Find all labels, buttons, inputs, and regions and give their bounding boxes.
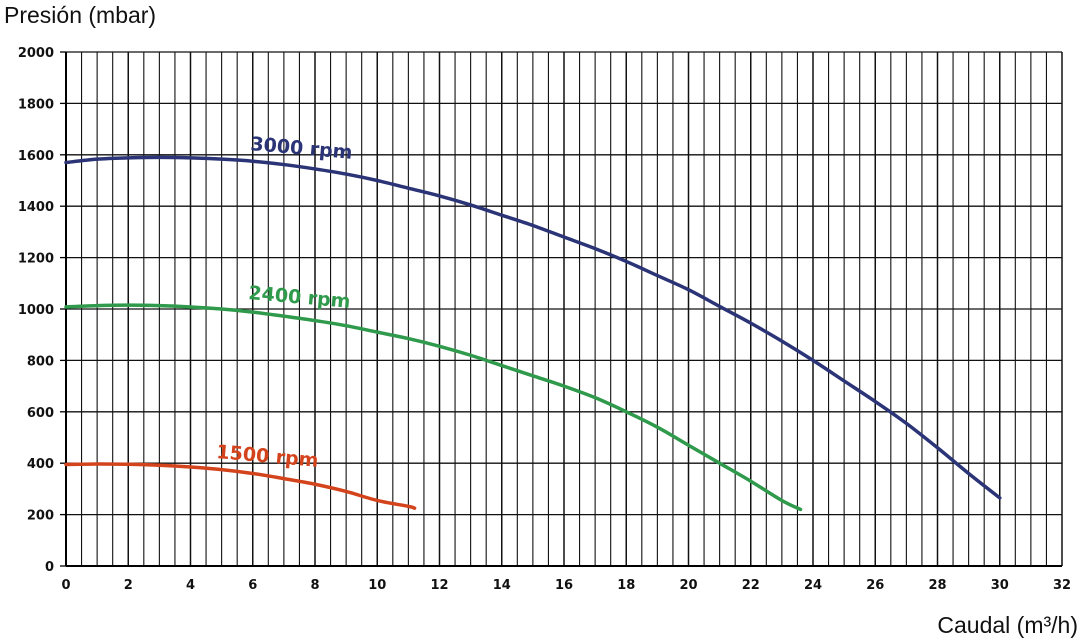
x-axis-title: Caudal (m³/h) (937, 612, 1078, 638)
y-tick-label: 200 (27, 509, 54, 524)
y-tick-label: 800 (27, 354, 54, 369)
x-tick-label: 26 (866, 578, 884, 593)
x-tick-label: 14 (493, 578, 511, 593)
series-labels: 3000 rpm 2400 rpm 1500 rpm (216, 133, 354, 472)
x-tick-label: 4 (186, 578, 195, 593)
series-label-3000-rpm: 3000 rpm (250, 133, 354, 164)
x-tick-label: 18 (617, 578, 635, 593)
y-tick-label: 1800 (18, 97, 54, 112)
x-tick-label: 20 (679, 578, 697, 593)
y-tick-label: 1000 (18, 303, 54, 318)
series-line-1500-rpm (64, 462, 417, 510)
x-tick-label: 10 (368, 578, 386, 593)
y-tick-label: 400 (27, 457, 54, 472)
axes (60, 51, 1062, 567)
series-label-2400-rpm: 2400 rpm (248, 282, 352, 313)
y-tick-label: 1400 (18, 200, 54, 215)
series-label-1500-rpm: 1500 rpm (216, 441, 320, 472)
x-tick-label: 32 (1053, 578, 1071, 593)
x-tick-label: 8 (310, 578, 319, 593)
series-line-2400-rpm (64, 303, 803, 512)
x-tick-label: 30 (991, 578, 1009, 593)
x-tick-label: 24 (804, 578, 822, 593)
x-tick-label: 16 (555, 578, 573, 593)
y-tick-labels: 0 200 400 600 800 1000 1200 1400 1600 1800 2000 (18, 46, 54, 575)
y-tick-label: 2000 (18, 46, 54, 61)
y-axis-title: Presión (mbar) (4, 2, 157, 28)
y-tick-label: 600 (27, 406, 54, 421)
grid (65, 51, 1063, 567)
series-line-3000-rpm (64, 155, 1002, 500)
x-tick-label: 22 (742, 578, 760, 593)
x-tick-label: 2 (124, 578, 133, 593)
x-tick-label: 6 (248, 578, 257, 593)
x-tick-labels: 0 2 4 6 8 10 12 14 16 18 20 22 24 26 28 30 32 (61, 578, 1071, 593)
series-lines (64, 155, 1002, 512)
y-tick-label: 1600 (18, 149, 54, 164)
y-tick-label: 0 (45, 560, 54, 575)
x-tick-label: 28 (928, 578, 946, 593)
x-tick-label: 12 (430, 578, 448, 593)
y-tick-label: 1200 (18, 252, 54, 267)
x-tick-label: 0 (61, 578, 70, 593)
